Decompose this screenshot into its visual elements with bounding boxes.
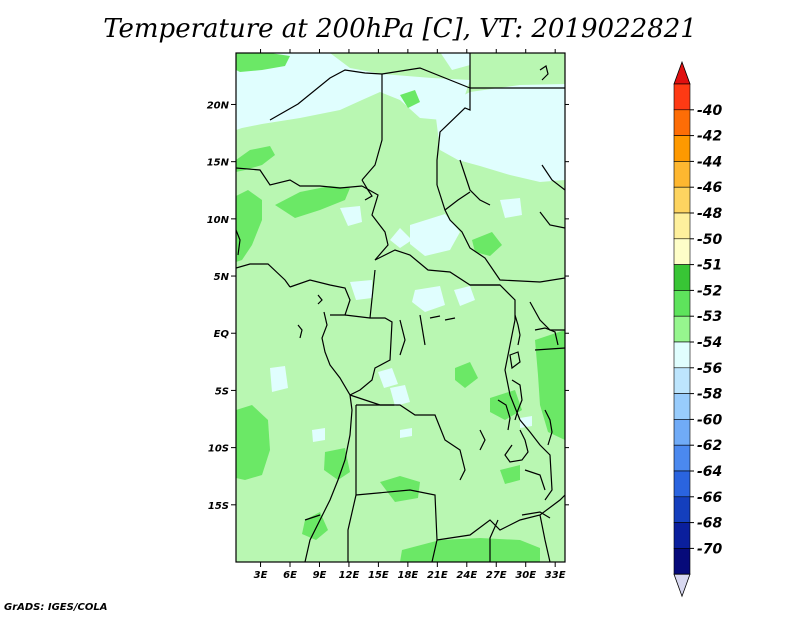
lon-tick-label: 27E [486,570,507,581]
lon-tick-label: 21E [427,570,448,581]
lat-tick-label: 10S [208,444,229,455]
lon-tick-label: 18E [397,570,418,581]
colorbar-label: -68 [697,516,723,532]
chart-title: Temperature at 200hPa [C], VT: 201902282… [103,14,697,44]
colorbar-label: -50 [697,232,723,248]
warm-areas [236,53,565,562]
lon-tick-label: 9E [313,570,327,581]
lon-tick-label: 3E [254,570,268,581]
colorbar-segment [673,161,691,188]
colorbar-label: -53 [697,309,722,325]
lat-tick-label: EQ [214,329,230,340]
lon-tick-label: 30E [515,570,536,581]
colorbar-label: -40 [697,103,723,119]
lon-tick-label: 6E [283,570,297,581]
lon-tick-label: 33E [545,570,566,581]
colorbar-segment [673,522,691,549]
lat-tick-label: 10N [207,215,230,226]
lat-tick-label: 15N [207,158,230,169]
colorbar-segment [673,109,691,136]
colorbar-label: -52 [697,283,722,299]
colorbar-label: -58 [697,387,723,403]
cold-areas [236,53,565,442]
colorbar: -40 -42 -44 -46 -48 -50 -51 -52 -53 -54 -56 -58 -60 -… [673,60,723,598]
colorbar-segment [673,341,691,369]
colorbar-label: -56 [697,361,723,377]
coastlines [236,65,559,562]
colorbar-segment [673,83,691,111]
colorbar-segment [673,444,691,472]
colorbar-label: -46 [697,180,723,196]
lat-tick-label: 20N [207,100,230,111]
colorbar-label: -48 [697,206,723,222]
colorbar-bottom-arrow [673,573,691,598]
colorbar-segment [673,496,691,523]
colorbar-segment [673,419,691,446]
colorbar-label: -51 [697,258,722,274]
colorbar-label: -60 [697,412,723,428]
colorbar-label: -44 [697,154,722,170]
colorbar-segment [673,264,691,291]
lon-tick-label: 15E [368,570,389,581]
footer-credit: GrADS: IGES/COLA [4,602,108,613]
colorbar-label: -64 [697,464,722,480]
lon-tick-label: 12E [339,570,360,581]
colorbar-label: -66 [697,490,723,506]
colorbar-label: -70 [697,541,723,557]
colorbar-segment [673,470,691,498]
country-borders [236,53,565,562]
colorbar-segment [673,212,691,240]
colorbar-segment [673,238,691,265]
colorbar-segment [673,290,691,317]
lat-tick-label: 5N [214,272,230,283]
colorbar-label: -54 [697,335,722,351]
lon-tick-label: 24E [456,570,477,581]
colorbar-segment [673,393,691,420]
colorbar-segment [673,135,691,162]
colorbar-segment [673,315,691,343]
longitude-axis: 3E 6E 9E 12E 15E 18E 21E 24E 27E 30E 33E [254,49,566,581]
colorbar-segment [673,367,691,394]
latitude-axis: 20N 15N 10N 5N EQ 5S 10S 15S [207,100,569,512]
map-frame [235,52,566,563]
colorbar-label: -62 [697,438,722,454]
colorbar-segment [673,548,691,575]
colorbar-segment [673,186,691,214]
map-field [236,53,565,562]
colorbar-top-arrow [673,60,691,85]
lat-tick-label: 5S [215,386,229,397]
lat-tick-label: 15S [208,501,229,512]
colorbar-label: -42 [697,129,722,145]
